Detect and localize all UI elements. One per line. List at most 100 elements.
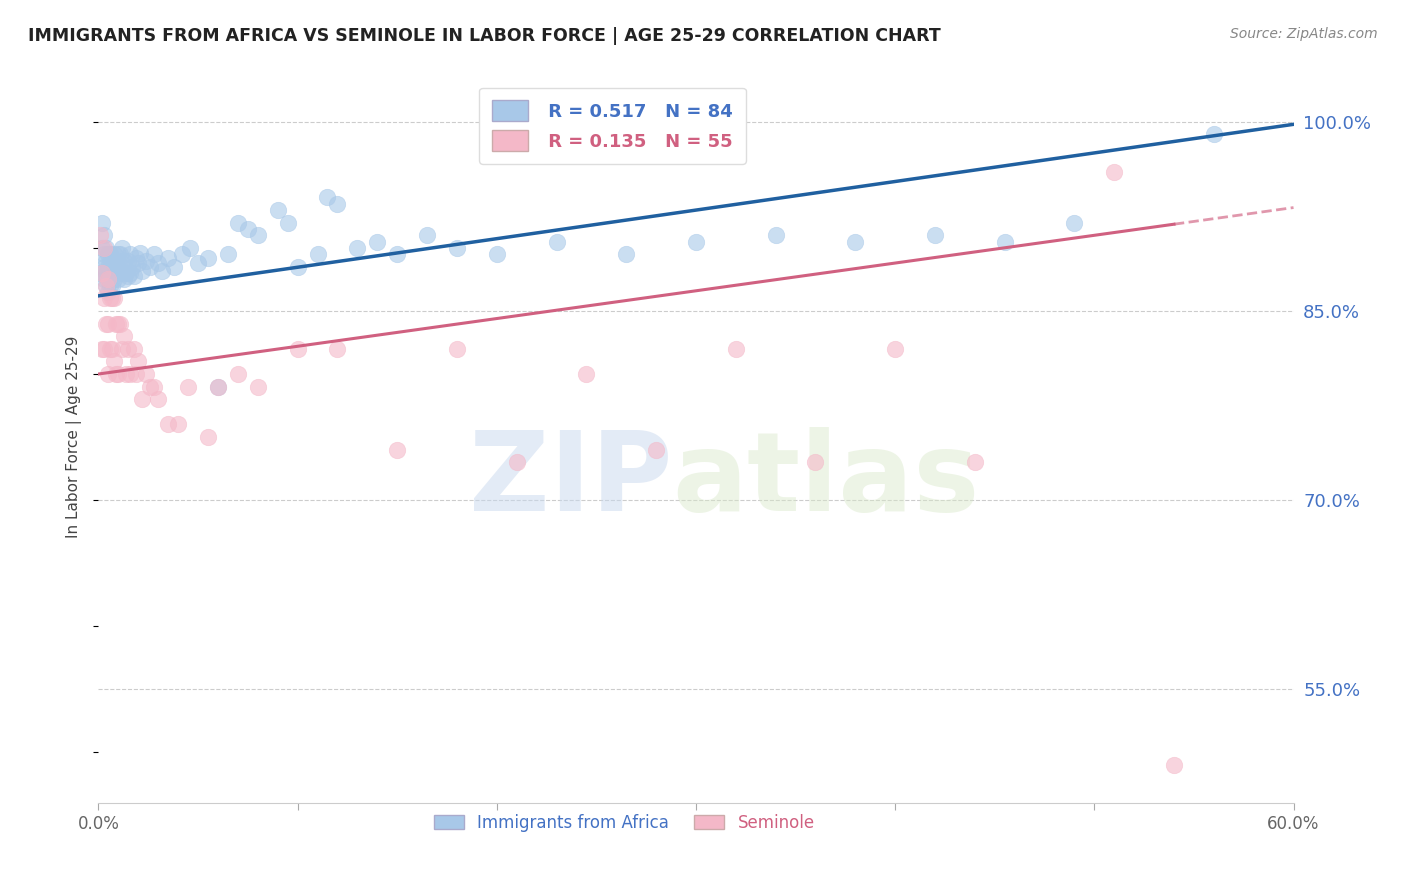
Point <box>385 442 409 457</box>
Point <box>89 228 111 243</box>
Point <box>207 379 229 393</box>
Point <box>93 241 115 255</box>
Point <box>101 266 124 280</box>
Point <box>97 272 120 286</box>
Point <box>96 241 118 255</box>
Point <box>93 291 115 305</box>
Point <box>117 268 139 283</box>
Point <box>226 216 249 230</box>
Point <box>167 417 190 432</box>
Text: Source: ZipAtlas.com: Source: ZipAtlas.com <box>1230 27 1378 41</box>
Point <box>163 260 186 274</box>
Point <box>506 455 529 469</box>
Point <box>96 317 118 331</box>
Point <box>101 278 124 293</box>
Point <box>98 260 122 274</box>
Point <box>105 266 128 280</box>
Point <box>120 247 142 261</box>
Point <box>105 367 128 381</box>
Point <box>112 329 135 343</box>
Point <box>207 379 229 393</box>
Point <box>446 342 468 356</box>
Point <box>645 442 668 457</box>
Point <box>112 272 135 286</box>
Point <box>125 251 148 265</box>
Point <box>135 367 157 381</box>
Point <box>93 342 115 356</box>
Point <box>101 253 124 268</box>
Point <box>91 216 114 230</box>
Point <box>924 228 946 243</box>
Point <box>115 266 138 280</box>
Point <box>575 367 598 381</box>
Point <box>267 203 290 218</box>
Point <box>96 253 118 268</box>
Point <box>139 260 162 274</box>
Point <box>963 455 986 469</box>
Point <box>172 247 194 261</box>
Point <box>91 342 114 356</box>
Point <box>124 342 146 356</box>
Point <box>98 247 122 261</box>
Point <box>1202 128 1225 142</box>
Point <box>105 317 128 331</box>
Point <box>107 272 129 286</box>
Point <box>93 247 115 261</box>
Point <box>127 256 149 270</box>
Point <box>107 260 129 274</box>
Point <box>93 228 115 243</box>
Point <box>98 266 122 280</box>
Point <box>91 266 114 280</box>
Y-axis label: In Labor Force | Age 25-29: In Labor Force | Age 25-29 <box>66 336 83 538</box>
Point <box>115 367 138 381</box>
Point <box>326 342 349 356</box>
Point <box>446 241 468 255</box>
Point <box>884 342 907 356</box>
Point <box>93 272 115 286</box>
Point <box>96 278 118 293</box>
Point <box>89 266 111 280</box>
Point <box>107 367 129 381</box>
Point <box>226 367 249 381</box>
Point <box>97 317 120 331</box>
Point <box>1163 758 1185 772</box>
Point <box>96 266 118 280</box>
Point <box>124 268 146 283</box>
Legend: Immigrants from Africa, Seminole: Immigrants from Africa, Seminole <box>427 807 821 838</box>
Point <box>107 247 129 261</box>
Point <box>98 278 122 293</box>
Point <box>277 216 299 230</box>
Point <box>91 241 114 255</box>
Point <box>685 235 707 249</box>
Point <box>346 241 368 255</box>
Point <box>98 342 122 356</box>
Point <box>994 235 1017 249</box>
Text: atlas: atlas <box>672 427 980 534</box>
Point <box>157 417 180 432</box>
Point <box>326 196 349 211</box>
Point <box>307 247 329 261</box>
Point <box>125 367 148 381</box>
Point <box>120 266 142 280</box>
Point <box>217 247 239 261</box>
Point <box>111 241 134 255</box>
Point <box>187 256 209 270</box>
Point <box>103 260 125 274</box>
Point <box>614 247 637 261</box>
Point <box>485 247 508 261</box>
Text: ZIP: ZIP <box>468 427 672 534</box>
Point <box>804 455 827 469</box>
Text: IMMIGRANTS FROM AFRICA VS SEMINOLE IN LABOR FORCE | AGE 25-29 CORRELATION CHART: IMMIGRANTS FROM AFRICA VS SEMINOLE IN LA… <box>28 27 941 45</box>
Point <box>236 222 259 236</box>
Point <box>1104 165 1126 179</box>
Point <box>197 251 219 265</box>
Point <box>316 190 339 204</box>
Point <box>148 256 170 270</box>
Point <box>97 247 120 261</box>
Point <box>150 263 173 277</box>
Point <box>98 291 122 305</box>
Point <box>110 317 132 331</box>
Point <box>101 342 124 356</box>
Point <box>177 379 200 393</box>
Point <box>111 260 134 274</box>
